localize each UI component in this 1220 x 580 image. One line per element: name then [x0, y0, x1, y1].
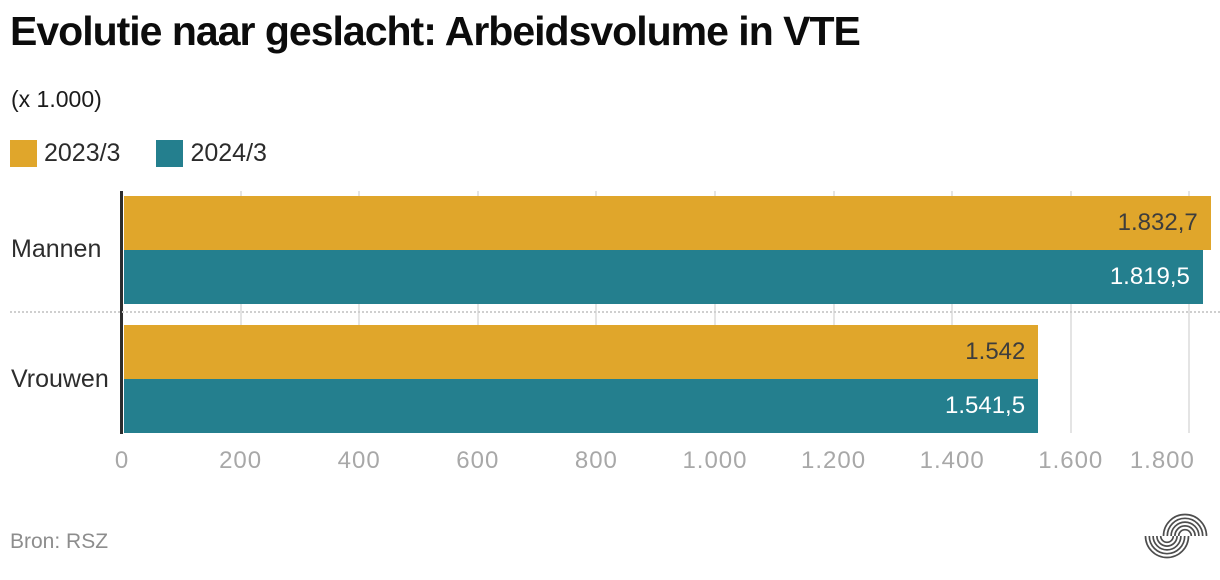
- x-tick-label-200: 200: [219, 447, 263, 474]
- chart-unit-subtitle: (x 1.000): [11, 86, 102, 112]
- page-title: Evolutie naar geslacht: Arbeidsvolume in…: [10, 8, 861, 54]
- legend-swatch-2024: [156, 140, 184, 167]
- legend-item-2024: 2024/3: [156, 139, 267, 168]
- category-label-vrouwen: Vrouwen: [11, 365, 109, 393]
- x-tick-label-1.800: 1.800: [1129, 447, 1195, 474]
- legend-label-2024: 2024/3: [190, 139, 267, 167]
- bar-value-label: 1.832,7: [1117, 209, 1198, 236]
- chart-legend: 2023/3 2024/3: [10, 139, 267, 168]
- source-credit: Bron: RSZ: [10, 530, 109, 553]
- x-tick-label-1.400: 1.400: [919, 447, 985, 474]
- bar-vrouwen-2023-3: 1.542: [124, 325, 1039, 379]
- x-tick-label-1.000: 1.000: [682, 447, 748, 474]
- legend-swatch-2023: [10, 140, 37, 167]
- x-tick-label-1.200: 1.200: [801, 447, 867, 474]
- bar-mannen-2024-3: 1.819,5: [124, 250, 1203, 304]
- x-tick-label-800: 800: [574, 447, 618, 474]
- bar-mannen-2023-3: 1.832,7: [124, 196, 1211, 250]
- bar-value-label: 1.542: [965, 338, 1026, 365]
- x-tick-label-0: 0: [114, 447, 130, 474]
- plot-area: 1.832,7 1.819,5 1.542 1.541,5: [121, 191, 1219, 433]
- rsz-logo-icon: [1144, 513, 1208, 559]
- x-tick-label-400: 400: [337, 447, 381, 474]
- x-tick-label-600: 600: [456, 447, 500, 474]
- bar-value-label: 1.819,5: [1109, 263, 1190, 290]
- legend-label-2023: 2023/3: [44, 139, 121, 167]
- x-axis-tick-labels: 0 200 400 600 800 1.000 1.200 1.400 1.600 1.800: [115, 447, 1219, 477]
- category-separator-dotted-line: [10, 311, 1220, 313]
- bar-value-label: 1.541,5: [944, 392, 1026, 419]
- category-label-mannen: Mannen: [11, 235, 102, 263]
- legend-item-2023: 2023/3: [10, 139, 120, 168]
- x-tick-label-1.600: 1.600: [1038, 447, 1104, 474]
- bar-vrouwen-2024-3: 1.541,5: [124, 379, 1039, 433]
